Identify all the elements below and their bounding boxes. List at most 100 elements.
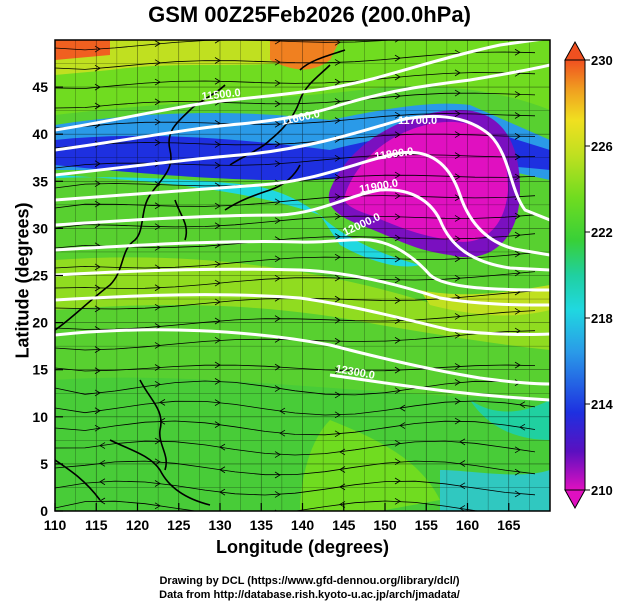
streamline [55, 310, 536, 330]
contour-label-11700: 11700.0 [398, 115, 437, 127]
streamline-arrow [214, 361, 221, 369]
contour-12300 [55, 328, 550, 386]
contour-label-11800: 11800.0 [374, 146, 414, 163]
contour-12200 [55, 293, 550, 337]
streamline-arrow [394, 297, 401, 304]
grid-lines [55, 40, 550, 511]
streamline [55, 133, 536, 149]
streamline-arrow [214, 260, 221, 268]
streamline-arrow [514, 446, 521, 454]
streamline-arrow [454, 363, 461, 370]
streamline [55, 92, 536, 109]
streamline-arrow [214, 222, 221, 230]
contour-11800 [55, 150, 550, 257]
streamline [55, 420, 536, 436]
streamline-arrow [334, 174, 341, 181]
y-tick-label: 0 [40, 503, 48, 519]
streamline-arrow [214, 57, 221, 64]
streamline-arrow [94, 64, 101, 72]
streamline-arrow [154, 458, 161, 466]
streamline-arrow [399, 422, 406, 429]
streamline-arrow [394, 40, 400, 43]
streamline-arrow [454, 152, 461, 159]
y-tick-label: 25 [32, 268, 48, 284]
streamline-arrow [154, 380, 161, 388]
streamline-arrow [454, 131, 461, 138]
streamline-arrow [334, 233, 341, 240]
streamline-arrow [454, 331, 461, 339]
streamline-arrow [394, 111, 401, 119]
streamline-arrow [394, 458, 401, 466]
streamline [55, 364, 536, 372]
streamline-arrow [454, 110, 461, 117]
streamline-arrow [514, 112, 521, 119]
streamline-arrow [154, 40, 161, 47]
streamline-arrow [454, 173, 461, 181]
streamline-arrow [394, 477, 401, 485]
streamline-arrow [274, 451, 281, 458]
y-tick-label: 35 [32, 173, 48, 189]
wind-streamlines [55, 40, 536, 511]
streamline-arrow [274, 363, 281, 371]
streamline-arrow [334, 117, 341, 124]
x-tick-label: 165 [497, 517, 521, 533]
streamline-arrow [394, 387, 401, 395]
streamline-arrow [454, 89, 461, 97]
coastline [55, 49, 346, 506]
streamline [55, 40, 395, 51]
streamline-arrow [334, 78, 341, 86]
streamline-arrow [154, 202, 161, 210]
streamline [55, 195, 536, 209]
streamline [55, 480, 536, 496]
y-tick-label: 20 [32, 315, 48, 331]
streamline-arrow [154, 284, 161, 292]
streamline [55, 113, 536, 129]
streamline-arrow [514, 490, 521, 498]
streamline-arrow [154, 59, 161, 67]
streamline [55, 500, 482, 511]
credit-data: Data from http://database.rish.kyoto-u.a… [159, 589, 460, 601]
streamline-arrow [154, 342, 161, 349]
x-tick-label: 110 [44, 517, 67, 533]
streamline-arrow [94, 346, 101, 353]
streamline-arrow [274, 315, 281, 322]
streamline-arrow [454, 255, 461, 263]
contour-11700 [55, 114, 550, 222]
streamline-arrow [454, 215, 461, 222]
contour-11500 [55, 40, 547, 132]
streamline-arrow [274, 140, 281, 148]
streamline-arrow [154, 303, 161, 311]
streamline-arrow [334, 253, 341, 261]
streamline-arrow [274, 471, 281, 479]
y-tick-label: 10 [32, 409, 48, 425]
y-tick-label: 45 [32, 79, 48, 95]
streamline-arrow [519, 423, 526, 431]
streamline-arrow [159, 417, 166, 425]
colorbar-gradient [564, 59, 586, 491]
colorbar-label: 214 [591, 397, 613, 412]
streamline-arrow [154, 364, 161, 371]
colorbar-min-triangle [564, 489, 586, 510]
contour-12000 [55, 238, 550, 292]
x-axis-title: Longitude (degrees) [215, 537, 389, 557]
y-tick-label: 30 [32, 220, 48, 236]
y-tick-label: 5 [40, 456, 48, 472]
streamline-arrow [99, 478, 106, 486]
streamline [55, 154, 536, 169]
streamline-arrow [94, 45, 101, 53]
x-tick-label: 145 [332, 517, 356, 533]
streamline-arrow [394, 337, 401, 344]
streamline-arrow [274, 40, 281, 45]
streamline-arrow [394, 439, 401, 447]
streamline-arrow [394, 192, 401, 200]
streamline-arrow [214, 298, 221, 306]
streamline-arrow [454, 235, 461, 243]
credit-drawing: Drawing by DCL (https://www.gfd-dennou.o… [159, 575, 460, 587]
streamline-arrow [454, 397, 461, 405]
streamline-arrow [394, 497, 401, 505]
y-axis: 0 5 10 15 20 25 30 35 40 45 [32, 79, 63, 519]
x-tick-label: 125 [167, 517, 191, 533]
streamline [55, 271, 536, 289]
streamline [55, 72, 536, 89]
contour-12100 [55, 267, 550, 307]
